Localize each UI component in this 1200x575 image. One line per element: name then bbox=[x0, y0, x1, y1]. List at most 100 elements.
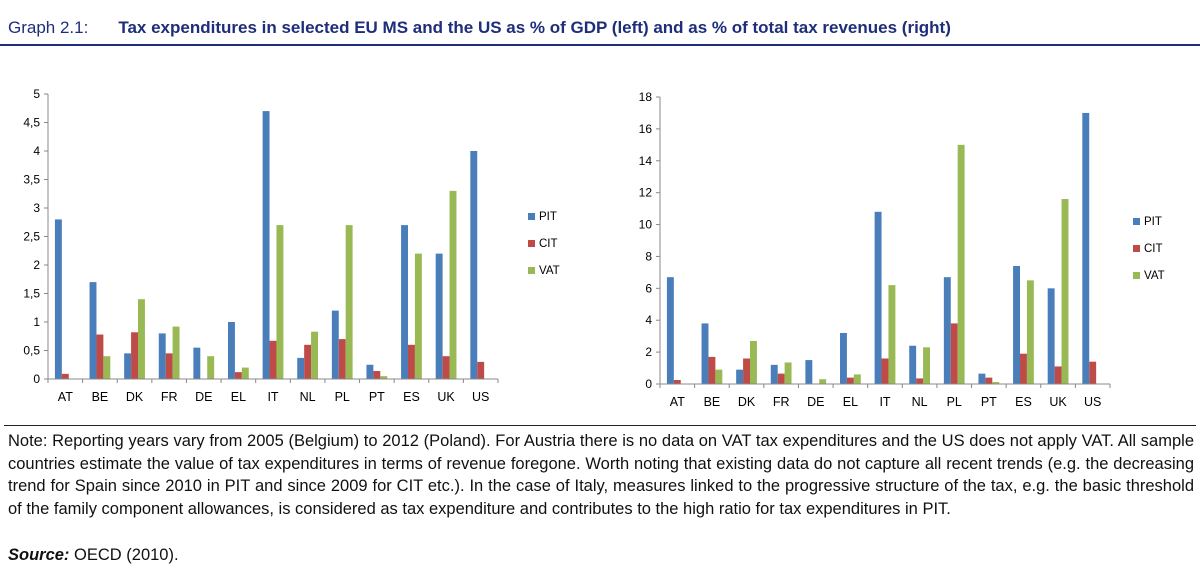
legend-label-pit: PIT bbox=[1144, 216, 1162, 228]
bar-vat-de bbox=[207, 356, 215, 379]
source-label: Source: bbox=[8, 546, 70, 564]
bar-cit-at bbox=[61, 373, 69, 379]
bar-pit-dk bbox=[124, 353, 132, 379]
x-tick-label-nl: NL bbox=[912, 395, 928, 409]
x-tick-label-at: AT bbox=[58, 390, 73, 404]
y-tick-label: 5 bbox=[33, 87, 40, 101]
bar-cit-at bbox=[673, 380, 681, 384]
legend-swatch-cit bbox=[528, 240, 535, 247]
bar-cit-pl bbox=[950, 323, 958, 384]
bar-vat-it bbox=[888, 285, 896, 384]
bar-cit-be bbox=[96, 334, 104, 379]
y-tick-label: 2 bbox=[645, 345, 652, 359]
bar-vat-uk bbox=[1061, 199, 1069, 384]
x-tick-label-es: ES bbox=[403, 390, 420, 404]
bar-vat-be bbox=[103, 356, 111, 379]
graph-number: Graph 2.1: bbox=[8, 18, 89, 37]
y-tick-label: 2,5 bbox=[23, 230, 40, 244]
x-tick-label-pt: PT bbox=[981, 395, 997, 409]
bar-cit-be bbox=[708, 356, 716, 384]
x-tick-label-dk: DK bbox=[738, 395, 756, 409]
x-tick-label-be: BE bbox=[704, 395, 721, 409]
x-tick-label-us: US bbox=[472, 390, 489, 404]
y-tick-label: 6 bbox=[645, 281, 652, 295]
bar-cit-uk bbox=[1054, 366, 1062, 384]
bar-pit-nl bbox=[297, 357, 305, 379]
x-tick-label-be: BE bbox=[92, 390, 109, 404]
y-tick-label: 12 bbox=[639, 186, 653, 200]
x-tick-label-es: ES bbox=[1015, 395, 1032, 409]
bar-vat-pt bbox=[992, 382, 1000, 384]
y-tick-label: 3,5 bbox=[23, 173, 40, 187]
y-tick-label: 2 bbox=[33, 258, 40, 272]
bar-vat-es bbox=[414, 253, 422, 379]
bar-vat-es bbox=[1026, 280, 1034, 384]
bar-vat-it bbox=[276, 225, 284, 379]
bar-vat-pl bbox=[345, 225, 353, 379]
y-tick-label: 4 bbox=[645, 313, 652, 327]
bar-vat-be bbox=[715, 369, 723, 384]
y-tick-label: 0,5 bbox=[23, 344, 40, 358]
bar-pit-at bbox=[54, 219, 62, 379]
bar-vat-dk bbox=[750, 340, 757, 384]
bar-cit-pl bbox=[338, 339, 346, 379]
bar-pit-be bbox=[89, 282, 97, 379]
bar-cit-dk bbox=[131, 332, 138, 379]
bar-pit-de bbox=[193, 347, 201, 379]
bar-cit-el bbox=[846, 377, 854, 384]
legend-label-vat: VAT bbox=[539, 265, 560, 277]
legend-swatch-vat bbox=[528, 267, 535, 274]
bar-vat-pl bbox=[957, 144, 965, 384]
x-tick-label-it: IT bbox=[267, 390, 278, 404]
bar-vat-dk bbox=[138, 299, 145, 379]
header-rule bbox=[0, 44, 1200, 46]
bar-pit-pt bbox=[366, 364, 374, 379]
legend-swatch-pit bbox=[1133, 218, 1140, 225]
bar-cit-dk bbox=[743, 358, 750, 384]
bar-pit-de bbox=[805, 360, 813, 384]
bar-vat-el bbox=[853, 374, 861, 384]
bar-vat-nl bbox=[923, 347, 930, 384]
bar-cit-nl bbox=[916, 378, 924, 384]
x-tick-label-de: DE bbox=[807, 395, 824, 409]
x-tick-label-el: EL bbox=[231, 390, 246, 404]
x-tick-label-uk: UK bbox=[437, 390, 455, 404]
x-tick-label-pl: PL bbox=[335, 390, 350, 404]
legend-label-pit: PIT bbox=[539, 211, 557, 223]
bar-pit-pl bbox=[331, 310, 339, 379]
bar-pit-pt bbox=[978, 373, 986, 384]
legend-swatch-cit bbox=[1133, 245, 1140, 252]
legend-label-vat: VAT bbox=[1144, 270, 1165, 282]
x-tick-label-us: US bbox=[1084, 395, 1101, 409]
bar-vat-nl bbox=[311, 331, 318, 379]
bar-pit-el bbox=[228, 322, 235, 379]
bar-vat-fr bbox=[784, 362, 792, 384]
bar-pit-dk bbox=[736, 369, 744, 384]
bar-pit-uk bbox=[435, 253, 443, 379]
y-tick-label: 4,5 bbox=[23, 116, 40, 130]
bar-vat-el bbox=[241, 367, 249, 379]
x-tick-label-nl: NL bbox=[300, 390, 316, 404]
y-tick-label: 18 bbox=[639, 90, 653, 104]
y-tick-label: 0 bbox=[645, 377, 652, 391]
note-text: Note: Reporting years vary from 2005 (Be… bbox=[8, 432, 1194, 518]
y-tick-label: 16 bbox=[639, 122, 653, 136]
y-tick-label: 0 bbox=[33, 372, 40, 386]
bar-cit-fr bbox=[777, 373, 785, 384]
graph-header: Graph 2.1: Tax expenditures in selected E… bbox=[8, 14, 1192, 42]
bar-vat-uk bbox=[449, 190, 457, 379]
y-tick-label: 8 bbox=[645, 249, 652, 263]
graph-title: Tax expenditures in selected EU MS and t… bbox=[118, 18, 951, 37]
x-tick-label-fr: FR bbox=[161, 390, 178, 404]
bar-pit-it bbox=[262, 111, 270, 379]
x-tick-label-pl: PL bbox=[947, 395, 962, 409]
bar-cit-nl bbox=[304, 344, 312, 379]
x-tick-label-it: IT bbox=[879, 395, 890, 409]
chart-right-tax-revenues: 0 2 4 6 8 10 12 14 16 18 AT BE DK FR DE EL IT NL PL PT ES UK U… bbox=[639, 90, 1165, 409]
bar-cit-fr bbox=[165, 353, 173, 379]
bar-cit-us bbox=[1089, 361, 1097, 384]
x-tick-label-dk: DK bbox=[126, 390, 144, 404]
bar-vat-pt bbox=[380, 376, 388, 379]
bar-cit-us bbox=[477, 361, 485, 379]
bar-cit-el bbox=[234, 372, 242, 379]
